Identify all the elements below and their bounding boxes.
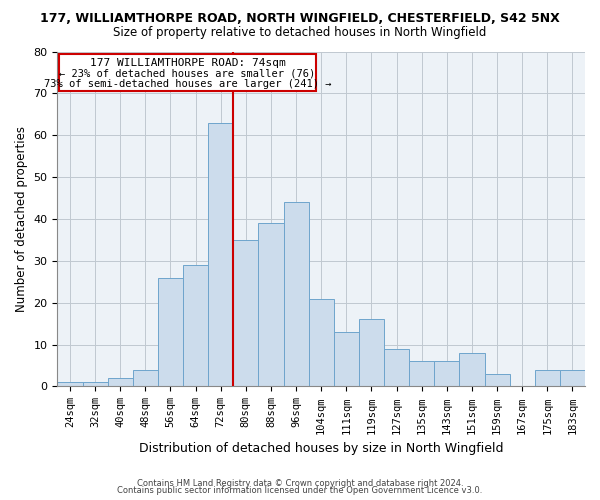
Bar xyxy=(284,202,308,386)
Text: Contains HM Land Registry data © Crown copyright and database right 2024.: Contains HM Land Registry data © Crown c… xyxy=(137,478,463,488)
X-axis label: Distribution of detached houses by size in North Wingfield: Distribution of detached houses by size … xyxy=(139,442,503,455)
Bar xyxy=(133,370,158,386)
Text: Size of property relative to detached houses in North Wingfield: Size of property relative to detached ho… xyxy=(113,26,487,39)
Bar xyxy=(535,370,560,386)
Text: ← 23% of detached houses are smaller (76): ← 23% of detached houses are smaller (76… xyxy=(59,68,316,78)
Bar xyxy=(158,278,183,386)
Bar xyxy=(183,265,208,386)
FancyBboxPatch shape xyxy=(59,54,316,92)
Y-axis label: Number of detached properties: Number of detached properties xyxy=(15,126,28,312)
Text: 73% of semi-detached houses are larger (241) →: 73% of semi-detached houses are larger (… xyxy=(44,78,331,88)
Bar xyxy=(58,382,83,386)
Bar xyxy=(485,374,509,386)
Text: 177, WILLIAMTHORPE ROAD, NORTH WINGFIELD, CHESTERFIELD, S42 5NX: 177, WILLIAMTHORPE ROAD, NORTH WINGFIELD… xyxy=(40,12,560,26)
Bar xyxy=(83,382,107,386)
Bar xyxy=(208,122,233,386)
Text: 177 WILLIAMTHORPE ROAD: 74sqm: 177 WILLIAMTHORPE ROAD: 74sqm xyxy=(89,58,285,68)
Text: Contains public sector information licensed under the Open Government Licence v3: Contains public sector information licen… xyxy=(118,486,482,495)
Bar xyxy=(259,223,284,386)
Bar xyxy=(359,320,384,386)
Bar xyxy=(460,353,485,386)
Bar xyxy=(334,332,359,386)
Bar xyxy=(107,378,133,386)
Bar xyxy=(434,362,460,386)
Bar xyxy=(233,240,259,386)
Bar xyxy=(384,349,409,387)
Bar xyxy=(409,362,434,386)
Bar xyxy=(560,370,585,386)
Bar xyxy=(308,298,334,386)
